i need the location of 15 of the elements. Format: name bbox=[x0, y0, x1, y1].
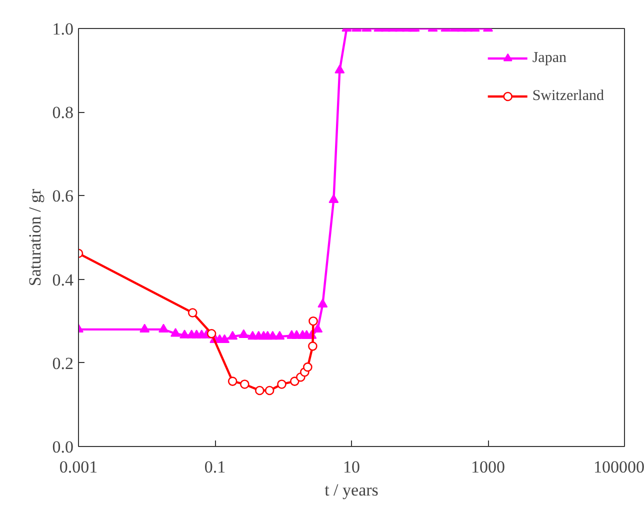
x-tick-label: 0.1 bbox=[204, 458, 226, 476]
y-axis-title: Saturation / gr bbox=[25, 188, 44, 286]
y-tick-label: 0.8 bbox=[52, 103, 74, 122]
y-tick-label: 1.0 bbox=[52, 20, 74, 38]
x-tick-label: 10 bbox=[343, 458, 360, 476]
y-tick-label: 0.4 bbox=[52, 270, 74, 290]
x-axis-title: t / years bbox=[324, 480, 378, 500]
legend-label: Switzerland bbox=[532, 88, 604, 104]
x-tick-label: 1000 bbox=[471, 458, 505, 476]
x-tick-label: 0.001 bbox=[59, 458, 98, 476]
y-tick-label: 0.6 bbox=[52, 186, 74, 206]
legend-label: Japan bbox=[532, 50, 566, 66]
y-tick-label: 0.0 bbox=[52, 438, 74, 456]
x-tick-label: 100000 bbox=[594, 458, 644, 476]
y-tick-label: 0.2 bbox=[52, 354, 74, 373]
